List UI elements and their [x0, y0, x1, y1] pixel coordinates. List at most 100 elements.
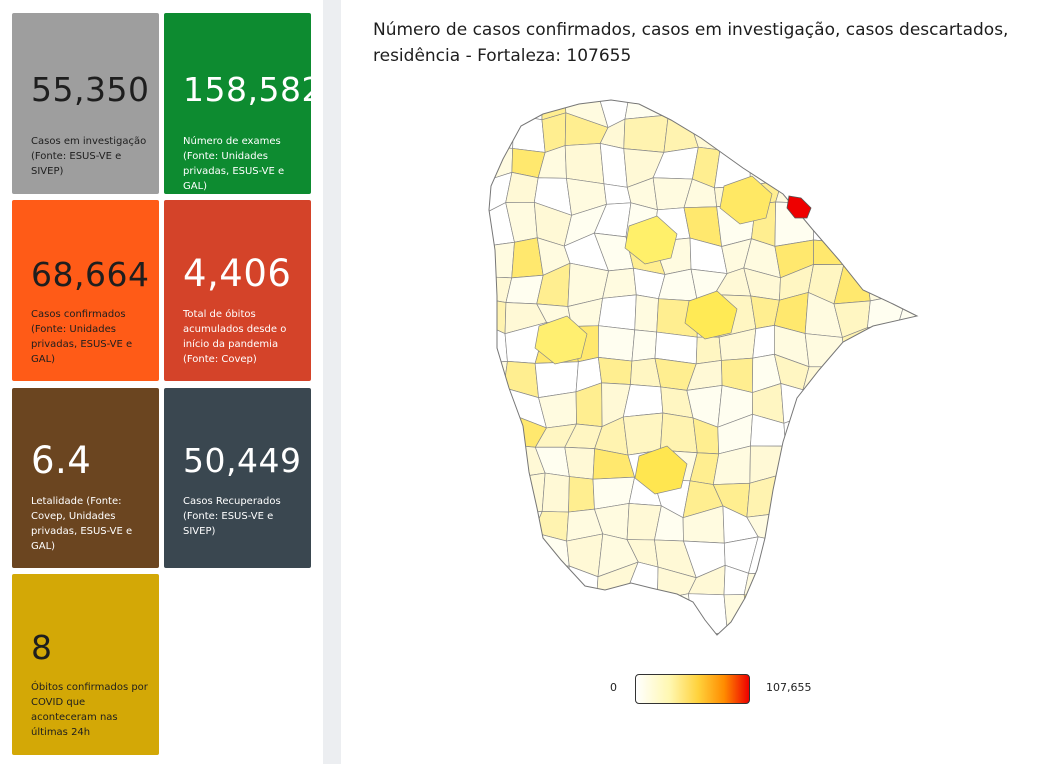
card-recovered[interactable]: 50,449 Casos Recuperados (Fonte: ESUS-VE…	[164, 388, 311, 568]
municipality[interactable]	[568, 476, 595, 513]
municipality[interactable]	[538, 565, 570, 597]
municipality[interactable]	[931, 413, 941, 453]
municipality[interactable]	[862, 153, 908, 184]
municipality[interactable]	[839, 174, 872, 210]
municipality[interactable]	[776, 472, 819, 514]
card-confirmed-cases[interactable]: 68,664 Casos confirmados (Fonte: Unidade…	[12, 200, 159, 381]
municipality[interactable]	[876, 571, 905, 608]
municipality[interactable]	[812, 203, 848, 244]
municipality[interactable]	[896, 622, 935, 650]
municipality[interactable]	[929, 296, 941, 335]
municipality[interactable]	[683, 90, 728, 122]
municipality[interactable]	[723, 594, 750, 636]
municipality[interactable]	[631, 329, 658, 362]
municipality[interactable]	[634, 294, 659, 333]
municipality[interactable]	[779, 145, 808, 186]
municipality[interactable]	[481, 241, 515, 279]
municipality[interactable]	[812, 475, 849, 509]
municipality-highlighted[interactable]	[754, 125, 808, 175]
municipality[interactable]	[745, 90, 781, 129]
municipality[interactable]	[504, 472, 546, 516]
municipality[interactable]	[867, 324, 901, 367]
municipality[interactable]	[865, 261, 908, 302]
municipality[interactable]	[903, 155, 938, 187]
municipality[interactable]	[719, 115, 751, 156]
municipality[interactable]	[780, 383, 804, 424]
municipality[interactable]	[901, 543, 938, 575]
municipality[interactable]	[839, 203, 872, 248]
municipality[interactable]	[533, 594, 574, 633]
municipality[interactable]	[812, 448, 849, 486]
municipality[interactable]	[481, 90, 515, 117]
municipality[interactable]	[541, 472, 570, 513]
municipality[interactable]	[935, 445, 941, 478]
municipality[interactable]	[934, 154, 941, 186]
municipality[interactable]	[933, 594, 941, 632]
municipality[interactable]	[691, 633, 729, 650]
municipality[interactable]	[930, 176, 941, 214]
municipality[interactable]	[774, 599, 820, 634]
municipality[interactable]	[723, 90, 753, 129]
municipality[interactable]	[937, 332, 941, 358]
municipality[interactable]	[870, 543, 905, 575]
municipality[interactable]	[811, 531, 847, 575]
municipality[interactable]	[504, 623, 547, 650]
municipality[interactable]	[507, 531, 547, 568]
ceara-municipalities-map[interactable]	[481, 90, 941, 650]
municipality[interactable]	[813, 239, 848, 266]
municipality[interactable]	[622, 412, 664, 456]
municipality[interactable]	[568, 594, 598, 635]
municipality[interactable]	[597, 356, 633, 385]
municipality[interactable]	[927, 90, 941, 126]
municipality[interactable]	[862, 174, 905, 215]
municipality[interactable]	[564, 143, 605, 185]
municipality[interactable]	[896, 593, 935, 627]
municipality[interactable]	[660, 90, 691, 122]
municipality[interactable]	[599, 142, 628, 188]
municipality[interactable]	[868, 90, 895, 128]
municipality[interactable]	[806, 116, 846, 147]
municipality[interactable]	[899, 571, 933, 601]
municipality[interactable]	[894, 352, 937, 394]
municipality-highlighted[interactable]	[634, 445, 688, 495]
municipality-highlighted[interactable]	[534, 315, 588, 365]
municipality[interactable]	[804, 333, 846, 368]
municipality[interactable]	[844, 143, 868, 177]
municipality[interactable]	[745, 115, 781, 156]
card-lethality[interactable]: 6.4 Letalidade (Fonte: Covep, Unidades p…	[12, 388, 159, 568]
municipality[interactable]	[893, 125, 938, 158]
municipality[interactable]	[481, 478, 507, 516]
municipality[interactable]	[864, 477, 908, 517]
municipality[interactable]	[597, 325, 636, 362]
municipality[interactable]	[510, 90, 543, 121]
municipality[interactable]	[743, 594, 786, 636]
municipality[interactable]	[869, 208, 908, 248]
municipality[interactable]	[897, 261, 938, 296]
municipality[interactable]	[804, 143, 848, 186]
municipality[interactable]	[481, 564, 515, 600]
card-cases-investigation[interactable]: 55,350 Casos em investigação (Fonte: ESU…	[12, 13, 159, 194]
municipality[interactable]	[481, 593, 511, 631]
municipality[interactable]	[481, 629, 508, 650]
municipality[interactable]	[893, 386, 931, 428]
municipality[interactable]	[714, 633, 755, 650]
municipality[interactable]	[899, 445, 937, 484]
municipality[interactable]	[864, 445, 908, 484]
municipality[interactable]	[807, 599, 835, 633]
municipality[interactable]	[834, 536, 877, 575]
municipality[interactable]	[481, 534, 515, 568]
municipality[interactable]	[774, 566, 813, 602]
municipality[interactable]	[695, 336, 722, 365]
municipality[interactable]	[481, 385, 507, 427]
municipality[interactable]	[623, 114, 669, 153]
municipality[interactable]	[930, 393, 941, 427]
municipality[interactable]	[688, 593, 728, 635]
municipality[interactable]	[893, 90, 931, 128]
municipality[interactable]	[512, 114, 546, 153]
municipality[interactable]	[863, 383, 902, 421]
municipality[interactable]	[876, 599, 900, 638]
municipality-highlighted[interactable]	[719, 175, 773, 225]
municipality-highlighted[interactable]	[624, 215, 678, 265]
municipality[interactable]	[892, 182, 933, 215]
municipality[interactable]	[930, 207, 941, 244]
